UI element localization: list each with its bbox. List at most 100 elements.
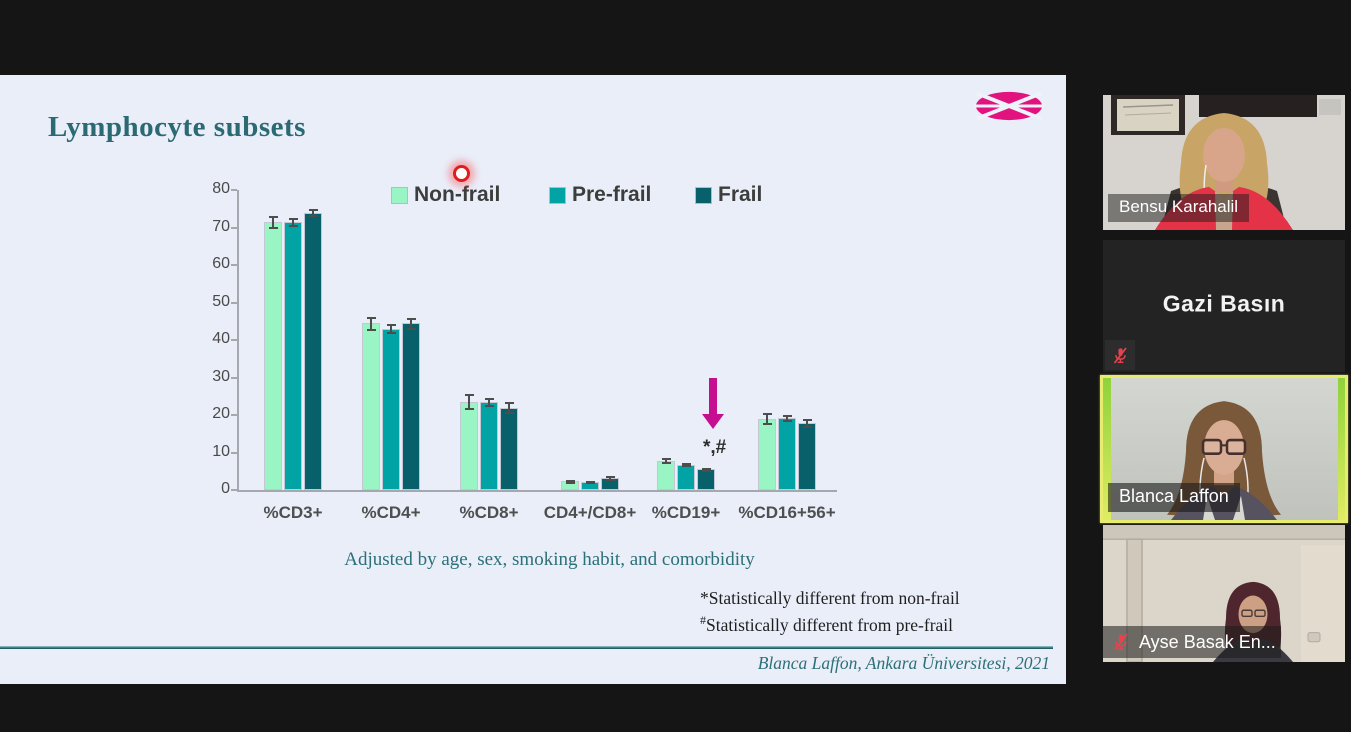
error-bar-cap [802,419,812,422]
error-bar [665,458,667,464]
error-bar [786,414,788,421]
y-axis-tick-label: 60 [212,255,230,272]
bar [362,323,380,490]
error-bar-cap [605,475,615,478]
annotation-arrow-head [702,414,724,429]
x-axis-line [237,490,837,492]
y-axis-tick-label: 40 [212,330,230,347]
error-bar-cap [605,479,615,482]
error-bar-cap [366,316,376,319]
bar [657,460,675,490]
x-category-label: %CD8+ [459,503,519,522]
error-bar-cap [585,480,595,483]
error-bar-cap [782,414,792,417]
laser-pointer-dot [453,165,470,182]
y-axis-tick-mark [231,376,237,379]
slide-title: Lymphocyte subsets [48,111,306,143]
error-bar-cap [661,462,671,465]
error-bar-cap [701,467,711,470]
participant-tile[interactable]: Bensu Karahalil [1103,95,1345,230]
y-axis-tick-label: 70 [212,217,230,235]
error-bar-cap [762,413,772,416]
bar [460,401,478,490]
bar [480,401,498,490]
error-bar-cap [484,404,494,407]
bar [402,323,420,490]
error-bar-cap [386,324,396,327]
x-category-label: %CD16+56+ [738,503,836,522]
bar [758,418,776,490]
error-bar [508,402,510,413]
y-axis-tick-label: 20 [212,405,230,422]
legend-label: Non-frail [414,183,501,206]
error-bar-cap [565,480,575,483]
error-bar-cap [565,481,575,484]
error-bar-cap [406,327,416,330]
bar [500,407,518,490]
legend-label: Pre-frail [572,183,652,206]
legend-swatch [549,187,566,204]
footnote-symbol: # [700,613,706,627]
university-logo-icon [974,91,1044,121]
participant-tile[interactable]: Blanca Laffon [1100,375,1348,523]
bar [798,423,816,490]
error-bar [370,316,372,330]
error-bar-cap [661,458,671,461]
error-bar-cap [406,317,416,320]
error-bar [488,398,490,406]
y-axis-tick-mark [231,226,237,229]
participant-name: Bensu Karahalil [1108,194,1250,222]
error-bar [272,215,274,229]
bar [264,221,282,490]
error-bar-cap [762,423,772,426]
error-bar-cap [701,469,711,472]
y-axis-tick-label: 10 [212,442,230,460]
error-bar-cap [464,394,474,397]
error-bar [390,324,392,334]
error-bar [410,317,412,329]
y-axis-tick-mark [231,489,237,491]
y-axis-tick-mark [231,414,237,416]
bar [284,221,302,490]
significance-annotation: *,# [703,437,727,458]
legend-swatch [695,187,712,204]
x-category-label: %CD4+ [361,503,421,522]
participant-name: Blanca Laffon [1108,483,1240,512]
error-bar-cap [366,328,376,331]
error-bar-cap [268,215,278,218]
y-axis-tick-mark [231,264,237,266]
footnotes: *Statistically different from non-frail #… [700,587,960,636]
mic-muted-box [1105,340,1135,370]
error-bar [609,475,611,481]
y-axis-tick-mark [231,189,237,191]
participant-name-strip: Ayse Basak En... [1103,626,1281,658]
shared-screen-slide: Lymphocyte subsets 0 10 20 30 40 50 60 70 80 %CD3… [0,75,1066,684]
error-bar [312,208,314,217]
error-bar-cap [288,218,298,221]
adjustment-note: Adjusted by age, sex, smoking habit, and… [344,549,755,570]
error-bar [468,394,470,410]
error-bar-cap [386,332,396,335]
annotation-arrow [709,378,717,415]
error-bar [806,419,808,428]
participant-tile[interactable]: Ayse Basak En... [1103,525,1345,662]
participant-tile[interactable]: Gazi Basın [1103,240,1345,372]
y-axis-tick-label: 50 [212,292,230,310]
footnote-line: #Statistically different from pre-frail [700,613,954,635]
error-bar-cap [585,481,595,484]
y-axis-tick-mark [231,339,237,341]
bar [677,464,695,490]
bar [304,212,322,490]
y-axis-tick-mark [231,451,237,454]
y-axis-tick-label: 30 [212,367,230,385]
error-bar-cap [802,426,812,429]
error-bar-cap [504,402,514,405]
x-category-label: CD4+/CD8+ [543,503,637,522]
bar [697,469,715,490]
bar [778,417,796,490]
participant-name: Gazi Basın [1162,290,1286,317]
error-bar-cap [782,419,792,422]
x-category-label: %CD3+ [263,503,323,522]
error-bar-cap [504,411,514,414]
legend-label: Frail [718,183,763,206]
